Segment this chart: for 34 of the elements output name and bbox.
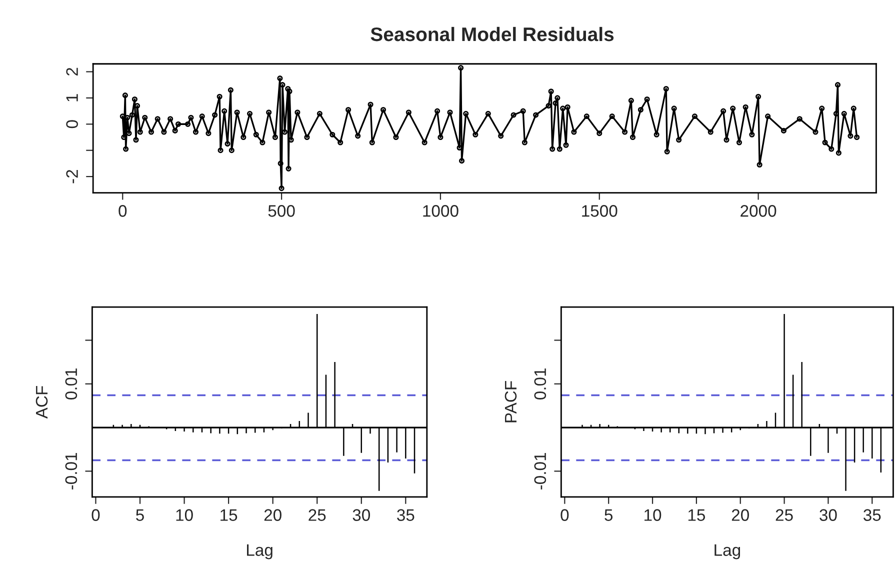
x-tick-label: 500 bbox=[268, 205, 295, 217]
y-axis-title: PACF bbox=[504, 381, 517, 422]
x-tick-label: 0 bbox=[560, 509, 569, 521]
x-tick-label: 20 bbox=[264, 509, 282, 521]
x-tick-label: 20 bbox=[732, 509, 749, 521]
x-tick-label: 35 bbox=[863, 509, 881, 521]
x-tick-label: 1500 bbox=[582, 205, 618, 217]
x-tick-label: 30 bbox=[352, 509, 370, 521]
x-tick-label: 5 bbox=[604, 509, 613, 521]
x-tick-label: 5 bbox=[136, 509, 144, 521]
x-tick-label: 30 bbox=[820, 509, 837, 521]
y-tick-label: -0.01 bbox=[65, 452, 78, 490]
x-tick-label: 15 bbox=[688, 509, 706, 521]
x-axis-title: Lag bbox=[714, 544, 740, 560]
x-axis-title: Lag bbox=[247, 544, 272, 560]
y-tick-label: -0.01 bbox=[534, 452, 546, 490]
x-tick-label: 0 bbox=[92, 509, 100, 521]
chart-title: Seasonal Model Residuals bbox=[370, 26, 614, 42]
x-tick-label: 2000 bbox=[740, 205, 776, 217]
x-tick-label: 10 bbox=[176, 509, 193, 521]
y-tick-label: 2 bbox=[66, 68, 78, 76]
x-tick-label: 0 bbox=[118, 205, 127, 217]
x-tick-label: 35 bbox=[397, 509, 414, 521]
y-tick-label: 0.01 bbox=[65, 368, 78, 400]
x-tick-label: 25 bbox=[308, 509, 326, 521]
y-tick-label: 1 bbox=[66, 94, 78, 102]
y-axis-title: ACF bbox=[36, 386, 48, 419]
y-tick-label: 0 bbox=[66, 120, 78, 128]
x-tick-label: 10 bbox=[644, 509, 662, 521]
x-tick-label: 15 bbox=[220, 509, 238, 521]
y-tick-label: -2 bbox=[66, 170, 78, 184]
y-tick-label: 0.01 bbox=[534, 368, 546, 400]
x-tick-label: 25 bbox=[776, 509, 793, 521]
x-tick-label: 1000 bbox=[423, 205, 458, 217]
